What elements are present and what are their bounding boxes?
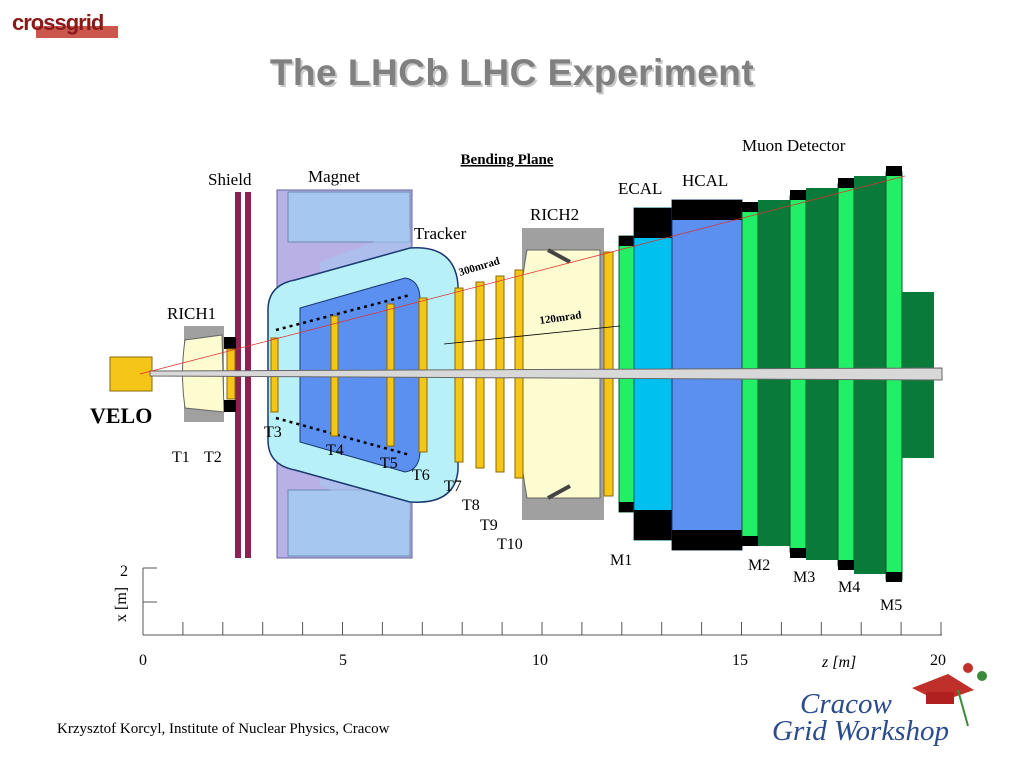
bending-plane-heading: Bending Plane bbox=[461, 152, 554, 168]
hcal-label: HCAL bbox=[682, 171, 728, 190]
tracker-label: Tracker bbox=[414, 224, 467, 243]
logo-underline bbox=[36, 26, 118, 38]
station-t7-label: T7 bbox=[444, 478, 462, 495]
z-axis-label: z [m] bbox=[821, 654, 856, 671]
mortarboard-base bbox=[926, 692, 954, 704]
station-m3-label: M3 bbox=[793, 569, 815, 586]
shield-label: Shield bbox=[208, 170, 252, 189]
ornament-icon bbox=[963, 663, 973, 673]
x-tick-label: 2 bbox=[120, 563, 128, 580]
magnet-label: Magnet bbox=[308, 167, 360, 186]
acceptance-dotted-lower bbox=[275, 416, 411, 457]
beam-pipe bbox=[149, 367, 943, 381]
acceptance-dotted-upper bbox=[275, 293, 411, 332]
workshop-logo-graphic bbox=[912, 663, 987, 727]
tassel-icon bbox=[957, 689, 969, 727]
angle-120mrad-label: 120mrad bbox=[539, 309, 582, 327]
rich2-mirror bbox=[547, 484, 571, 500]
station-m5-label: M5 bbox=[880, 597, 902, 614]
magnet-coil-top bbox=[287, 191, 411, 243]
ornament-icon bbox=[977, 671, 987, 681]
m1-marker bbox=[619, 236, 634, 246]
z-tick-label-20: 20 bbox=[930, 652, 946, 669]
velo-vessel bbox=[109, 356, 153, 392]
z-tick-label-0: 0 bbox=[139, 652, 147, 669]
station-t9-label: T9 bbox=[480, 517, 498, 534]
m5-marker bbox=[886, 166, 902, 176]
station-t2-label: T2 bbox=[204, 449, 222, 466]
acceptance-line-120mrad bbox=[443, 325, 621, 345]
workshop-title-line2: Grid Workshop bbox=[772, 715, 949, 747]
m2-marker bbox=[742, 536, 758, 546]
m5-marker bbox=[886, 572, 902, 582]
m1-marker bbox=[619, 502, 634, 512]
ecal-cap bbox=[634, 208, 672, 238]
z-tick-label-5: 5 bbox=[339, 652, 347, 669]
crossgrid-logo: crossgrid bbox=[12, 10, 104, 35]
velo-label: VELO bbox=[90, 403, 152, 428]
hcal-cap bbox=[672, 200, 742, 220]
rich1-marker bbox=[224, 337, 236, 349]
angle-300mrad-label: 300mrad bbox=[457, 255, 501, 279]
station-t3-label: T3 bbox=[264, 424, 282, 441]
station-t6-label: T6 bbox=[412, 467, 430, 484]
hcal-cap bbox=[672, 530, 742, 550]
acceptance-line-300mrad bbox=[139, 175, 906, 375]
m4-marker bbox=[838, 178, 854, 188]
m3-marker bbox=[790, 190, 806, 200]
ecal-cap bbox=[634, 510, 672, 540]
page-title: The LHCb LHC Experiment bbox=[269, 52, 755, 93]
station-t5-label: T5 bbox=[380, 455, 398, 472]
station-t4-label: T4 bbox=[326, 442, 344, 459]
station-t8-label: T8 bbox=[462, 497, 480, 514]
rich1-marker bbox=[224, 400, 236, 412]
m3-marker bbox=[790, 548, 806, 558]
footer-credit: Krzysztof Korcyl, Institute of Nuclear P… bbox=[57, 721, 390, 737]
workshop-title-line1: Cracow bbox=[800, 688, 892, 720]
m4-marker bbox=[838, 560, 854, 570]
rich2-mirror bbox=[547, 248, 571, 264]
station-m2-label: M2 bbox=[748, 557, 770, 574]
station-t10-label: T10 bbox=[497, 536, 523, 553]
x-axis-label: x [m] bbox=[113, 587, 130, 622]
rich2-label: RICH2 bbox=[530, 205, 579, 224]
muon-detector-label: Muon Detector bbox=[742, 136, 846, 155]
m2-marker bbox=[742, 202, 758, 212]
station-m4-label: M4 bbox=[838, 579, 860, 596]
z-tick-label-15: 15 bbox=[732, 652, 748, 669]
z-tick-label-10: 10 bbox=[532, 652, 548, 669]
station-t1-label: T1 bbox=[172, 449, 190, 466]
rich1-label: RICH1 bbox=[167, 304, 216, 323]
station-m1-label: M1 bbox=[610, 552, 632, 569]
ecal-label: ECAL bbox=[618, 179, 662, 198]
scale-axes: 2 x [m] 0 5 10 15 20 z [m] bbox=[113, 563, 946, 671]
